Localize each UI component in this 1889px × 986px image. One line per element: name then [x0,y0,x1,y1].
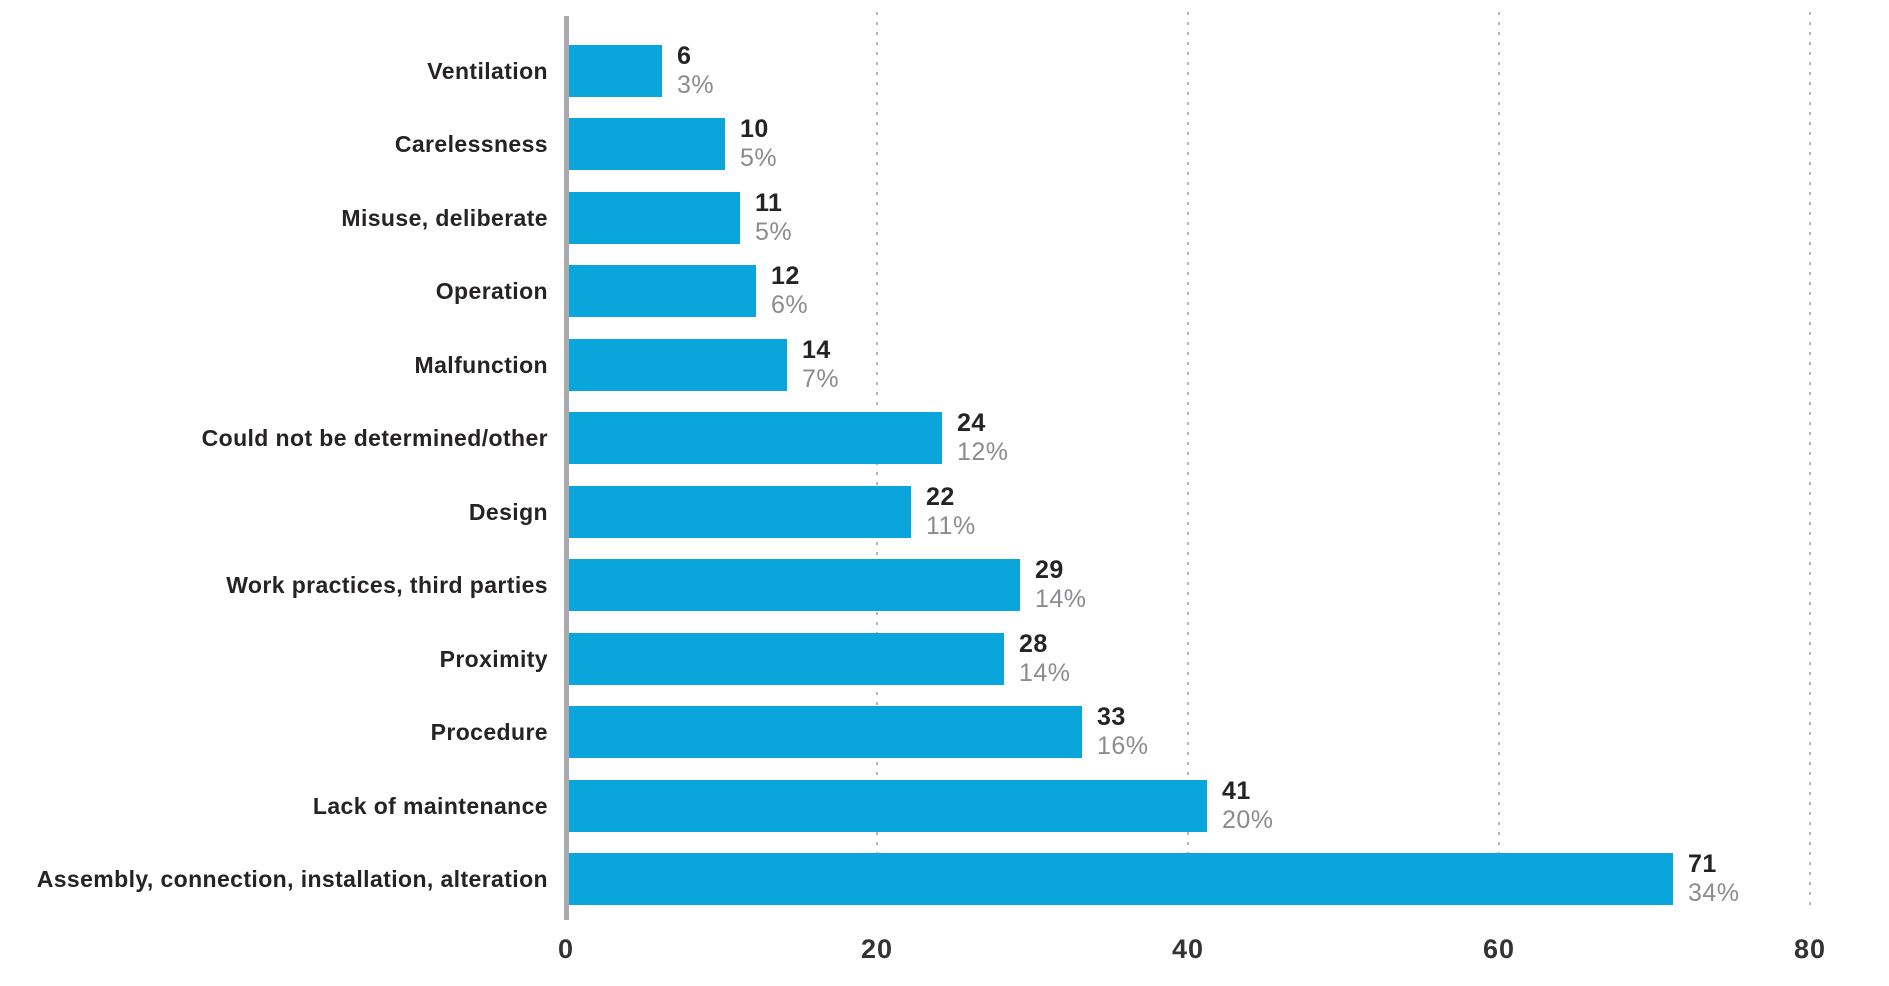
value-labels: 24 12% [957,409,1009,467]
x-tick-label: 60 [1482,934,1516,964]
value-labels: 14 7% [802,336,839,394]
value-labels: 29 14% [1035,556,1087,614]
category-label: Carelessness [394,131,548,158]
value-count: 12 [771,262,800,291]
value-percent: 14% [1035,585,1087,614]
category-label: Operation [435,278,548,305]
value-labels: 71 34% [1688,850,1740,908]
value-labels: 12 6% [771,262,808,320]
value-count: 33 [1097,703,1126,732]
bar [569,779,1207,832]
value-count: 10 [740,115,769,144]
bar [569,485,911,538]
x-tick-label: 80 [1793,934,1827,964]
value-count: 24 [957,409,986,438]
value-percent: 11% [926,511,976,540]
bar [569,191,740,244]
gridline-x-60 [1498,12,1500,908]
gridline-x-40 [1187,12,1189,908]
value-count: 6 [677,42,692,70]
value-labels: 22 11% [926,483,976,541]
bar [569,265,756,318]
value-count: 11 [755,188,783,217]
bar [569,118,725,171]
value-percent: 20% [1222,805,1274,834]
bar [569,412,942,465]
value-labels: 6 3% [677,42,714,100]
value-count: 14 [802,335,831,364]
category-label: Assembly, connection, installation, alte… [36,865,548,892]
bar [569,852,1673,905]
bar [569,559,1020,612]
value-percent: 5% [755,217,793,246]
value-percent: 3% [677,71,715,99]
value-count: 28 [1019,629,1048,658]
value-count: 29 [1035,556,1064,585]
value-percent: 6% [771,291,809,320]
value-count: 41 [1222,776,1251,805]
value-percent: 12% [957,438,1009,467]
category-label: Lack of maintenance [312,792,548,819]
category-label: Work practices, third parties [226,572,548,599]
category-label: Procedure [430,719,548,746]
category-label: Design [468,498,548,525]
x-tick-label: 40 [1171,934,1205,964]
value-percent: 14% [1019,658,1071,687]
category-label: Misuse, deliberate [341,204,548,231]
value-percent: 5% [740,144,778,173]
value-percent: 34% [1688,878,1740,907]
value-percent: 16% [1097,732,1149,761]
value-labels: 28 14% [1019,630,1071,688]
category-label: Proximity [439,645,548,672]
value-count: 71 [1688,849,1717,878]
category-label: Malfunction [414,351,548,378]
x-tick-label: 20 [860,934,894,964]
value-labels: 33 16% [1097,703,1149,761]
value-labels: 41 20% [1222,777,1274,835]
bar [569,706,1082,759]
category-label: Ventilation [427,58,548,84]
value-percent: 7% [802,364,840,393]
x-tick-label: 0 [557,934,575,964]
value-labels: 10 5% [740,115,777,173]
y-axis-line [564,16,569,920]
category-label: Could not be determined/other [201,425,548,452]
value-labels: 11 5% [755,189,792,247]
bar [569,45,662,97]
bar [569,632,1004,685]
bar [569,338,787,391]
value-count: 22 [926,482,955,511]
gridline-x-80 [1809,12,1811,908]
